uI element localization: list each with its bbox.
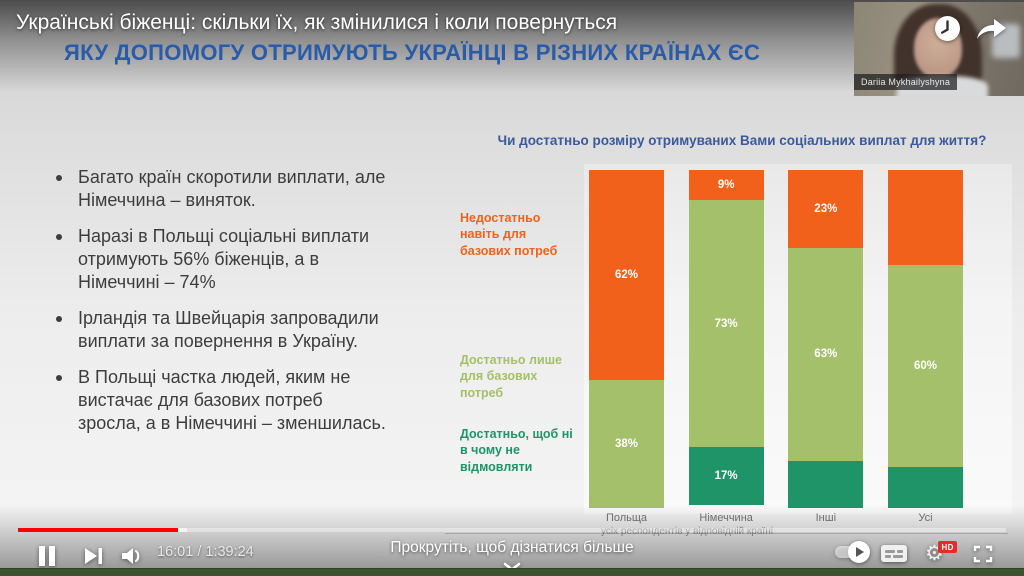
slide-footer-divider: [445, 533, 1008, 534]
hd-badge: HD: [938, 541, 958, 553]
video-title[interactable]: Українські біженці: скільки їх, як зміни…: [16, 11, 618, 34]
bullet-item: В Польщі частка людей, яким не вистачає …: [50, 366, 390, 435]
subtitles-button[interactable]: [881, 545, 907, 562]
bar-value-label: 62%: [614, 268, 639, 281]
x-axis-label: Польща: [605, 512, 648, 524]
fullscreen-button[interactable]: [972, 545, 994, 568]
bar-value-label: 17%: [714, 469, 738, 482]
scroll-hint-text[interactable]: Прокрутіть, щоб дізнатися більше: [390, 539, 634, 556]
chart-title: Чи достатньо розміру отримуваних Вами со…: [497, 133, 987, 148]
share-icon[interactable]: [975, 17, 1008, 46]
bar-value-label: 63%: [814, 348, 838, 361]
bar-column: 9% 73% 17% Німеччина: [688, 170, 764, 524]
time-display: 16:01 / 1:39:24: [157, 544, 254, 560]
slide-heading: ЯКУ ДОПОМОГУ ОТРИМУЮТЬ УКРАЇНЦІ В РІЗНИХ…: [64, 40, 761, 65]
x-axis-label: Німеччина: [699, 512, 753, 524]
bar-segment: 73%: [688, 200, 764, 448]
bullet-item: Ірландія та Швейцарія запровадили виплат…: [50, 307, 390, 353]
volume-icon[interactable]: [120, 546, 144, 571]
bar-value-label: 38%: [614, 437, 639, 450]
bar-column: 60% Усі: [887, 170, 963, 524]
autoplay-toggle[interactable]: [835, 541, 870, 563]
speaker-name-label: Dariia Mykhailyshyna: [854, 74, 958, 90]
bar-segment: [887, 170, 963, 265]
progress-bar[interactable]: [18, 528, 1006, 532]
bar-segment: 63%: [788, 247, 864, 461]
bar-segment: 62%: [589, 170, 664, 380]
bar-column: 62% 38% Польща: [589, 170, 664, 524]
pause-button[interactable]: [36, 545, 58, 572]
x-axis-label: Інші: [815, 512, 837, 524]
bar-value-label: 60%: [913, 360, 937, 373]
next-button[interactable]: [84, 547, 104, 570]
bar-segment: 38%: [589, 379, 664, 508]
bullet-list: Багато країн скоротили виплати, але Німе…: [50, 166, 390, 448]
bar-value-label: 23%: [814, 202, 838, 215]
bar-segment: 9%: [688, 170, 764, 201]
bar-column: 23% 63% Інші: [788, 170, 864, 524]
bar-segment: [887, 467, 963, 508]
bar-value-label: 73%: [714, 317, 738, 330]
progress-played: [18, 528, 179, 532]
bar-segment: 23%: [788, 170, 864, 248]
bar-segment: 60%: [887, 264, 963, 468]
bar-segment: [788, 460, 864, 508]
legend-item-basic-only: Достатньо лише для базових потреб: [460, 353, 563, 400]
watch-later-icon[interactable]: [934, 15, 961, 47]
bar-value-label: 9%: [717, 179, 735, 192]
legend-item-fully-sufficient: Достатньо, щоб ні в чому не відмовляти: [460, 427, 573, 474]
bar-chart: 62% 38% Польща 9% 73% 17% Німеччина 23% 63% Інші 6…: [589, 170, 963, 524]
bullet-item: Багато країн скоротили виплати, але Німе…: [50, 166, 390, 212]
bar-segment: 17%: [688, 447, 764, 505]
bullet-item: Наразі в Польщі соціальні виплати отриму…: [50, 225, 390, 294]
legend-item-insufficient: Недостатньо навіть для базових потреб: [460, 211, 558, 258]
page-background-strip: [0, 568, 1024, 576]
chart-footnote: усіх респондентів у відповідній країні: [601, 526, 773, 537]
autoplay-knob-icon: [848, 541, 870, 563]
x-axis-label: Усі: [918, 512, 933, 524]
